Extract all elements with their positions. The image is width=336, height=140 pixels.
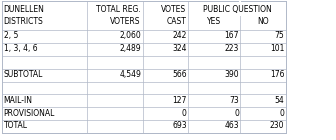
Text: PUBLIC QUESTION: PUBLIC QUESTION xyxy=(203,5,271,14)
Text: 176: 176 xyxy=(270,70,284,79)
Text: 223: 223 xyxy=(224,44,239,53)
Text: MAIL-IN: MAIL-IN xyxy=(4,96,33,105)
Text: 2, 5: 2, 5 xyxy=(4,31,18,40)
Text: TOTAL REG.: TOTAL REG. xyxy=(96,5,141,14)
Text: 693: 693 xyxy=(172,122,187,130)
Text: YES: YES xyxy=(207,17,221,26)
Text: 463: 463 xyxy=(224,122,239,130)
Text: PROVISIONAL: PROVISIONAL xyxy=(4,109,55,118)
Text: 167: 167 xyxy=(224,31,239,40)
Text: VOTES: VOTES xyxy=(161,5,186,14)
Text: 0: 0 xyxy=(234,109,239,118)
Text: 54: 54 xyxy=(275,96,284,105)
Text: 2,060: 2,060 xyxy=(120,31,141,40)
Text: 75: 75 xyxy=(275,31,284,40)
Text: DUNELLEN: DUNELLEN xyxy=(4,5,45,14)
Bar xyxy=(2,1,286,133)
Text: SUBTOTAL: SUBTOTAL xyxy=(4,70,43,79)
Text: 0: 0 xyxy=(182,109,187,118)
Text: 566: 566 xyxy=(172,70,187,79)
Text: 101: 101 xyxy=(270,44,284,53)
Text: 242: 242 xyxy=(172,31,187,40)
Text: 230: 230 xyxy=(270,122,284,130)
Text: 324: 324 xyxy=(172,44,187,53)
Text: 390: 390 xyxy=(224,70,239,79)
Text: 127: 127 xyxy=(172,96,187,105)
Text: 2,489: 2,489 xyxy=(120,44,141,53)
Text: NO: NO xyxy=(257,17,269,26)
Text: 0: 0 xyxy=(279,109,284,118)
Text: VOTERS: VOTERS xyxy=(110,17,141,26)
Text: 4,549: 4,549 xyxy=(120,70,141,79)
Text: 1, 3, 4, 6: 1, 3, 4, 6 xyxy=(4,44,37,53)
Text: TOTAL: TOTAL xyxy=(4,122,28,130)
Text: CAST: CAST xyxy=(166,17,186,26)
Text: 73: 73 xyxy=(229,96,239,105)
Text: DISTRICTS: DISTRICTS xyxy=(4,17,43,26)
